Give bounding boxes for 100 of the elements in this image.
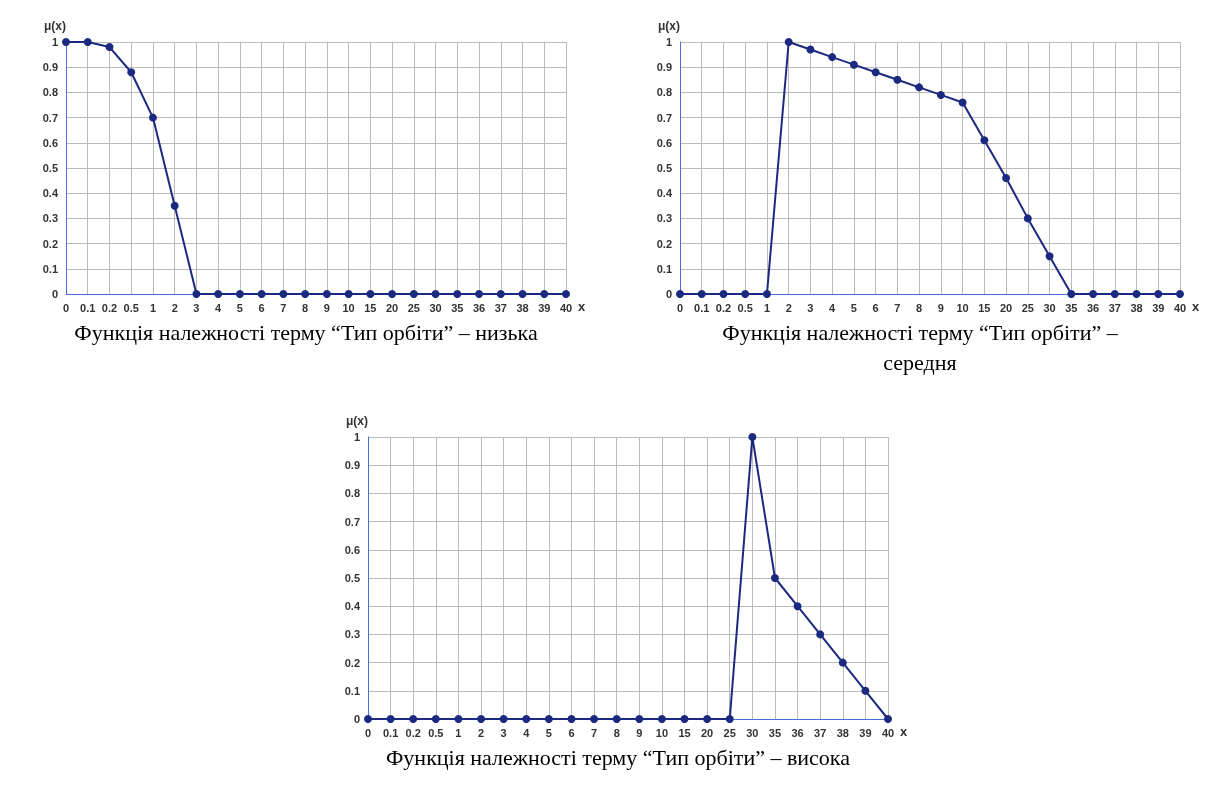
x-tick-label: 0.2	[405, 726, 421, 739]
x-tick-label: 40	[559, 301, 573, 314]
x-tick-label: 37	[1108, 301, 1121, 314]
x-tick-label: 36	[791, 726, 804, 739]
point	[257, 290, 266, 298]
y-tick-label: 0.2	[344, 656, 360, 669]
point	[719, 290, 728, 298]
x-tick-label: 8	[916, 301, 923, 314]
x-tick-label: 9	[636, 726, 643, 739]
x-tick-label: 0.1	[694, 301, 710, 314]
x-tick-label: 7	[280, 301, 287, 314]
x-tick-label: 4	[523, 726, 531, 739]
x-tick-label: 3	[500, 726, 507, 739]
point	[980, 136, 989, 145]
point	[62, 38, 70, 46]
point	[540, 290, 549, 298]
point	[861, 686, 870, 695]
x-tick-label: 0	[364, 726, 372, 739]
x-tick-label: 5	[545, 726, 552, 739]
x-tick-label: 25	[1021, 301, 1034, 314]
x-tick-label: 4	[215, 301, 223, 314]
point	[936, 90, 945, 99]
point	[1089, 290, 1098, 298]
y-tick-label: 0.8	[344, 487, 360, 500]
x-tick-label: 6	[258, 301, 265, 314]
y-tick-label: 0.4	[344, 600, 361, 613]
x-tick-label: 7	[894, 301, 901, 314]
point	[409, 715, 418, 723]
x-tick-label: 0.5	[428, 726, 444, 739]
point	[364, 715, 372, 723]
point	[301, 290, 310, 298]
x-tick-label: 35	[451, 301, 464, 314]
x-tick-label: 39	[538, 301, 551, 314]
point	[871, 68, 880, 77]
x-tick-label: 20	[999, 301, 1013, 314]
y-tick-label: 0.1	[42, 262, 58, 275]
x-tick-label: 20	[385, 301, 399, 314]
point	[725, 715, 734, 723]
x-tick-label: 6	[568, 726, 575, 739]
point	[958, 98, 967, 107]
y-tick-label: 0.2	[656, 237, 672, 250]
point	[770, 574, 779, 582]
x-tick-label: 1	[763, 301, 771, 314]
point	[697, 290, 706, 298]
x-tick-label: 1	[149, 301, 157, 314]
x-tick-label: 4	[829, 301, 837, 314]
x-tick-label: 2	[477, 726, 485, 739]
point	[477, 715, 486, 723]
y-tick-label: 0	[665, 288, 672, 300]
point	[544, 715, 553, 723]
y-tick-label: 0.5	[656, 162, 672, 174]
x-tick-label: 6	[872, 301, 879, 314]
point	[676, 290, 684, 298]
point	[1176, 290, 1184, 298]
x-tick-label: 0.2	[101, 301, 118, 314]
point	[431, 715, 440, 723]
x-tick-label: 25	[407, 301, 420, 314]
x-tick-label: 39	[1152, 301, 1165, 314]
y-tick-label: 0.6	[42, 136, 58, 149]
x-tick-label: 3	[193, 301, 200, 314]
point	[105, 43, 114, 52]
point	[1154, 290, 1163, 298]
x-axis-title: x	[578, 299, 587, 314]
x-tick-label: 7	[591, 726, 598, 739]
point	[386, 715, 395, 723]
point	[148, 113, 157, 122]
x-tick-label: 0	[676, 301, 684, 314]
point	[475, 290, 484, 298]
y-tick-label: 0	[51, 288, 58, 300]
x-tick-label: 25	[723, 726, 736, 739]
point	[703, 715, 712, 723]
x-tick-label: 0	[62, 301, 70, 314]
point	[680, 715, 689, 723]
x-tick-label: 9	[323, 301, 330, 314]
y-axis-title: μ(x)	[657, 19, 680, 33]
point	[762, 290, 771, 298]
point	[431, 290, 440, 298]
point	[884, 715, 892, 723]
point	[170, 201, 179, 210]
point	[279, 290, 288, 298]
y-tick-label: 0.9	[42, 61, 58, 74]
point	[893, 75, 902, 84]
x-tick-label: 39	[859, 726, 872, 739]
point	[915, 83, 924, 92]
point	[518, 290, 527, 298]
point	[567, 715, 576, 723]
y-tick-label: 0.8	[42, 86, 58, 99]
y-tick-label: 0.3	[344, 628, 360, 641]
point	[214, 290, 223, 298]
point	[499, 715, 508, 723]
y-tick-label: 0.9	[344, 459, 360, 472]
y-tick-label: 0.7	[42, 111, 58, 124]
x-tick-label: 38	[516, 301, 529, 314]
y-tick-label: 0.8	[656, 86, 672, 99]
x-axis-title: x	[900, 724, 909, 739]
x-tick-label: 36	[472, 301, 486, 314]
x-tick-label: 0.2	[715, 301, 732, 314]
y-tick-label: 0.6	[656, 136, 672, 149]
x-tick-label: 15	[978, 301, 991, 314]
x-tick-label: 38	[1130, 301, 1143, 314]
